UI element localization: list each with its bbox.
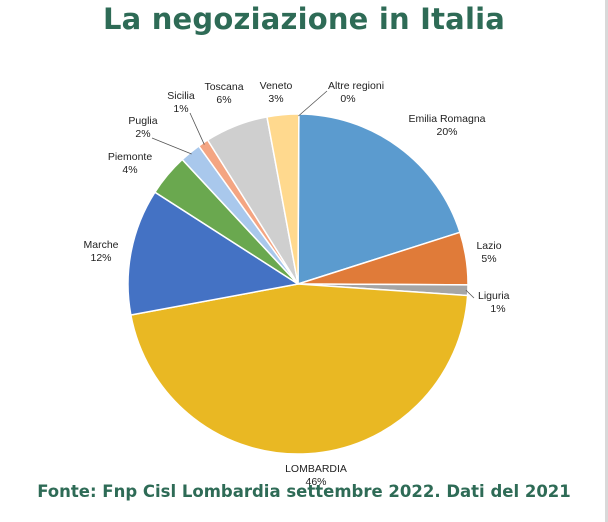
leader-line-liguria: [465, 289, 475, 299]
slice-label-marche: Marche: [83, 239, 118, 251]
slice-label-liguria: Liguria: [478, 290, 510, 302]
slice-value-emilia-romagna: 20%: [436, 126, 457, 138]
pie-slices: [127, 113, 469, 455]
pie-slice-veneto: [266, 113, 300, 285]
slice-label-toscana: Toscana: [204, 81, 243, 93]
slice-label-piemonte: Piemonte: [108, 151, 153, 163]
pie-slice-emilia-romagna: [297, 113, 461, 286]
slice-label-veneto: Veneto: [260, 80, 293, 92]
slice-value-lombardia: 46%: [305, 476, 326, 488]
pie-slice-marche: [127, 191, 300, 316]
source-caption: Fonte: Fnp Cisl Lombardia settembre 2022…: [37, 482, 571, 501]
slice-label-emilia-romagna: Emilia Romagna: [408, 113, 485, 125]
pie-slice-lombardia: [129, 283, 469, 455]
slice-value-marche: 12%: [90, 252, 111, 264]
slice-label-altre-regioni: Altre regioni: [328, 80, 384, 92]
slice-label-lombardia: LOMBARDIA: [285, 463, 347, 475]
slice-value-piemonte: 4%: [122, 164, 137, 176]
page-title: La negoziazione in Italia: [102, 2, 506, 36]
leader-line-puglia: [151, 137, 192, 155]
slice-value-lazio: 5%: [481, 253, 496, 265]
slice-value-altre-regioni: 0%: [340, 93, 355, 105]
slice-label-sicilia: Sicilia: [167, 90, 195, 102]
leader-lines: [151, 90, 475, 299]
slice-label-puglia: Puglia: [128, 115, 157, 127]
slice-label-lazio: Lazio: [476, 240, 501, 252]
slice-value-puglia: 2%: [135, 128, 150, 140]
slice-value-liguria: 1%: [490, 303, 505, 315]
slice-value-veneto: 3%: [268, 93, 283, 105]
leader-line-sicilia: [189, 112, 205, 145]
slice-value-sicilia: 1%: [173, 103, 188, 115]
slice-value-toscana: 6%: [216, 94, 231, 106]
window-edge: [605, 0, 608, 522]
leader-line-altre-regioni: [298, 90, 328, 117]
